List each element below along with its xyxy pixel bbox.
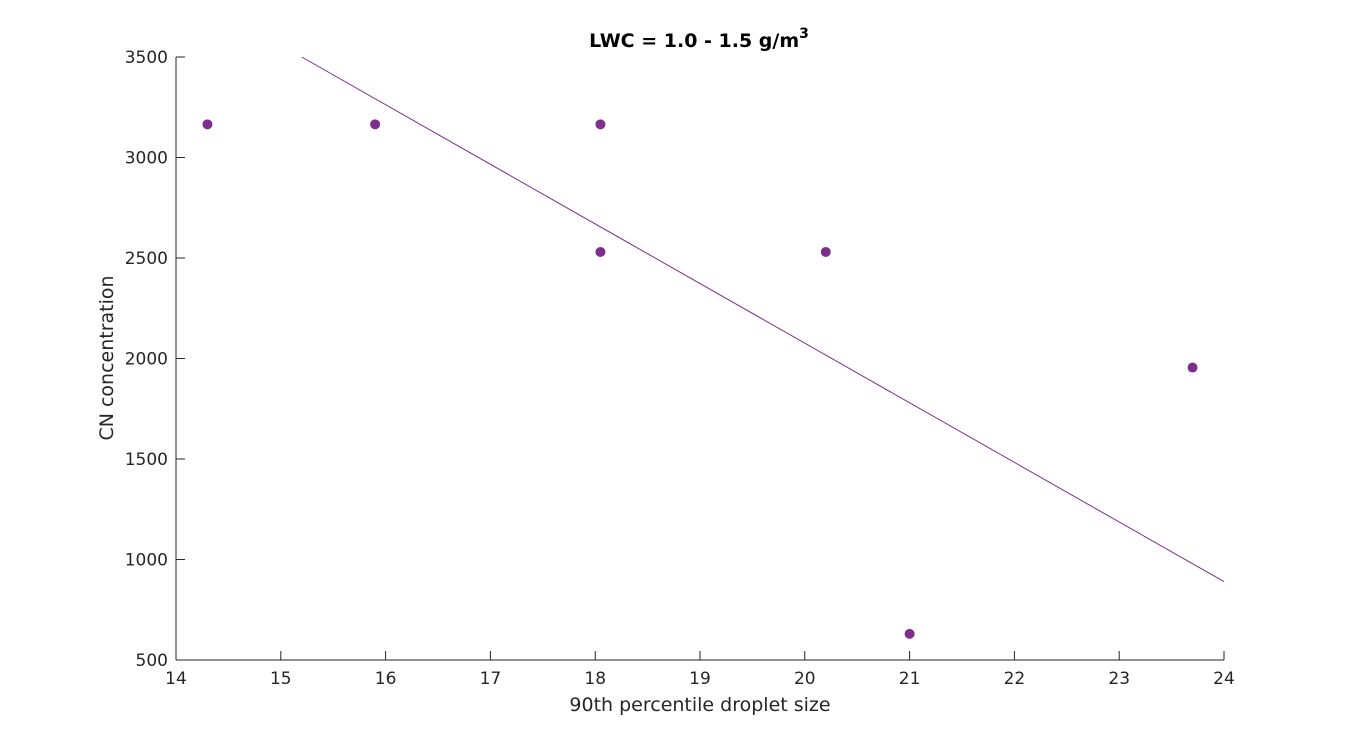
data-point bbox=[820, 246, 831, 257]
y-tick-label: 1500 bbox=[125, 450, 168, 470]
y-tick-label: 2500 bbox=[125, 249, 168, 269]
axes: 14 15 16 17 18 19 20 21 22 23 24 500 1000 1500 2000 250… bbox=[125, 48, 1235, 689]
trend-line bbox=[301, 56, 1225, 583]
x-tick-label: 21 bbox=[899, 669, 921, 689]
x-axis-label: 90th percentile droplet size bbox=[569, 694, 830, 716]
data-point bbox=[1187, 362, 1198, 373]
data-points bbox=[202, 119, 1198, 639]
y-tick-label: 3500 bbox=[125, 48, 168, 68]
x-tick-label: 14 bbox=[165, 669, 187, 689]
y-tick-label: 500 bbox=[136, 651, 168, 671]
y-tick-label: 1000 bbox=[125, 551, 168, 571]
chart-title-superscript: 3 bbox=[799, 26, 809, 42]
x-tick-label: 17 bbox=[480, 669, 502, 689]
chart-title-main: LWC = 1.0 - 1.5 g/m bbox=[589, 30, 799, 52]
chart-title: LWC = 1.0 - 1.5 g/m3 bbox=[589, 26, 809, 52]
data-point bbox=[904, 628, 915, 639]
x-tick-label: 22 bbox=[1004, 669, 1026, 689]
x-tick-label: 15 bbox=[270, 669, 292, 689]
data-point bbox=[595, 246, 606, 257]
y-axis-label: CN concentration bbox=[96, 275, 118, 440]
data-point bbox=[202, 119, 213, 130]
x-tick-label: 24 bbox=[1213, 669, 1235, 689]
x-tick-label: 18 bbox=[584, 669, 606, 689]
y-tick-label: 2000 bbox=[125, 350, 168, 370]
x-tick-label: 16 bbox=[375, 669, 397, 689]
trend-line-group bbox=[301, 56, 1225, 583]
x-tick-label: 20 bbox=[794, 669, 816, 689]
x-tick-label: 23 bbox=[1108, 669, 1130, 689]
data-point bbox=[595, 119, 606, 130]
svg-text:LWC = 1.0 - 1.5 g/m3: LWC = 1.0 - 1.5 g/m3 bbox=[589, 26, 809, 52]
x-tick-label: 19 bbox=[689, 669, 711, 689]
y-tick-label: 3000 bbox=[125, 149, 168, 169]
data-point bbox=[370, 119, 381, 130]
